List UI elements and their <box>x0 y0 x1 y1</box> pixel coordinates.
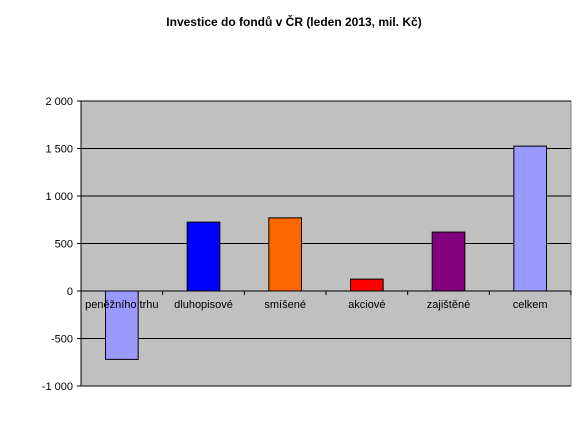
labels: -1 000 -500 0 500 1 000 1 500 2 000 peněžního t… <box>42 96 548 393</box>
y-tick-label: -1 000 <box>42 381 73 393</box>
y-tick-label: 0 <box>67 286 73 298</box>
category-label: celkem <box>513 299 548 311</box>
y-tick-label: 500 <box>55 239 73 251</box>
category-label: zajištěné <box>427 299 470 311</box>
bar <box>186 221 221 292</box>
bar <box>105 290 139 360</box>
bar <box>431 231 466 292</box>
chart-title: Investice do fondů v ČR (leden 2013, mil… <box>166 14 421 29</box>
category-label: dluhopisové <box>174 299 233 311</box>
y-tick-label: -500 <box>51 334 73 346</box>
bar <box>513 145 547 292</box>
category-label: peněžního trhu <box>85 299 158 311</box>
bar <box>350 278 384 292</box>
category-label: smíšené <box>264 299 306 311</box>
bars <box>105 145 547 360</box>
category-label: akciové <box>348 299 385 311</box>
bar <box>268 217 303 292</box>
y-tick-label: 2 000 <box>45 96 73 108</box>
axes <box>77 100 572 387</box>
gridlines <box>81 100 571 387</box>
y-tick-label: 1 000 <box>45 191 73 203</box>
y-tick-label: 1 500 <box>45 144 73 156</box>
